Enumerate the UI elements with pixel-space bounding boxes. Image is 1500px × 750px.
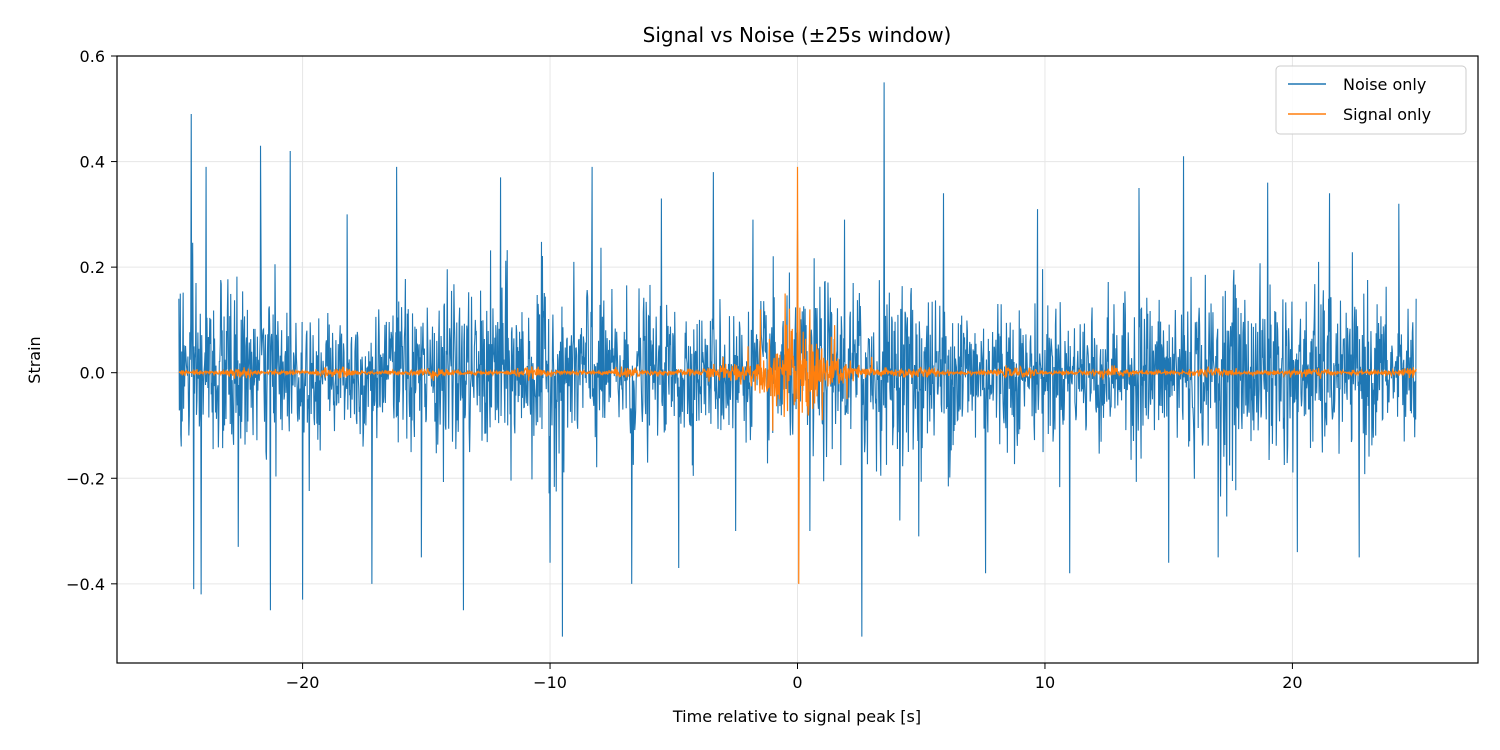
y-axis: −0.4 −0.2 0.0 0.2 0.4 0.6 xyxy=(66,47,117,594)
y-tick-label: 0.0 xyxy=(80,364,105,383)
x-axis-label: Time relative to signal peak [s] xyxy=(672,707,921,726)
legend-label-signal: Signal only xyxy=(1343,105,1431,124)
series-layer xyxy=(178,82,1417,637)
y-tick-label: −0.4 xyxy=(66,575,105,594)
y-tick-label: 0.4 xyxy=(80,153,105,172)
x-tick-label: −20 xyxy=(286,673,320,692)
x-tick-label: 0 xyxy=(792,673,802,692)
y-tick-label: −0.2 xyxy=(66,469,105,488)
legend: Noise only Signal only xyxy=(1275,65,1467,135)
x-tick-label: 20 xyxy=(1282,673,1302,692)
x-tick-label: 10 xyxy=(1035,673,1055,692)
y-axis-label: Strain xyxy=(25,336,44,383)
y-tick-label: 0.2 xyxy=(80,258,105,277)
x-tick-label: −10 xyxy=(533,673,567,692)
chart-title: Signal vs Noise (±25s window) xyxy=(643,23,952,47)
y-tick-label: 0.6 xyxy=(80,47,105,66)
legend-label-noise: Noise only xyxy=(1343,75,1426,94)
x-axis: −20 −10 0 10 20 xyxy=(286,663,1303,692)
series-signal-line xyxy=(178,166,1417,584)
